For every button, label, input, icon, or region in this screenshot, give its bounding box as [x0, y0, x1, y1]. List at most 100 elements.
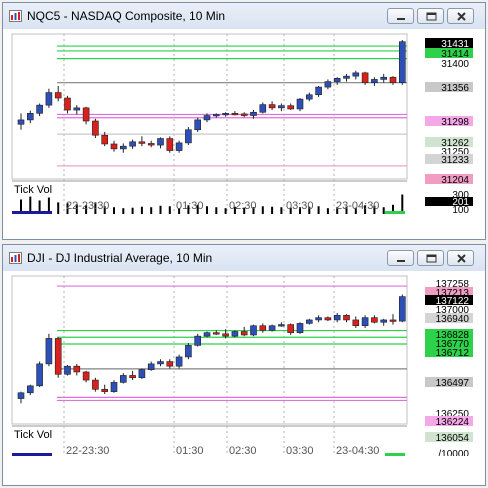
candle-body[interactable]: [120, 375, 127, 383]
candle-body[interactable]: [213, 114, 220, 117]
candle-body[interactable]: [389, 319, 397, 322]
candle-body[interactable]: [73, 365, 81, 373]
candle-body[interactable]: [259, 104, 267, 113]
candle-body[interactable]: [287, 105, 295, 110]
price-chart[interactable]: Tick Vol 22-23:30 01:30 02:30 03:30 23-04:30 1…: [9, 273, 479, 456]
candle-body[interactable]: [361, 317, 369, 327]
candle-body[interactable]: [157, 361, 164, 365]
minimize-button[interactable]: [387, 8, 414, 24]
candle-body[interactable]: [147, 363, 155, 370]
candle-body[interactable]: [26, 113, 34, 121]
candle-body[interactable]: [110, 382, 118, 392]
restore-button[interactable]: [417, 250, 444, 266]
candle-body[interactable]: [54, 338, 62, 375]
candle-body[interactable]: [147, 143, 155, 146]
candle-body[interactable]: [389, 76, 397, 83]
candle-body[interactable]: [333, 78, 341, 82]
candle-body[interactable]: [371, 79, 378, 83]
candle-body[interactable]: [398, 296, 406, 322]
candle-body[interactable]: [138, 141, 146, 144]
candle-body[interactable]: [64, 97, 71, 111]
candle-body[interactable]: [296, 98, 304, 110]
candle-body[interactable]: [73, 107, 81, 111]
candle-body[interactable]: [324, 81, 332, 88]
minimize-button[interactable]: [387, 250, 414, 266]
candle-body[interactable]: [222, 333, 229, 337]
candle-body[interactable]: [259, 325, 267, 331]
candle-body[interactable]: [268, 104, 276, 109]
candle-body[interactable]: [166, 138, 174, 151]
candle-body[interactable]: [287, 324, 295, 333]
candle-body[interactable]: [278, 324, 285, 327]
volume-bar: [131, 207, 134, 214]
candle-body[interactable]: [268, 325, 276, 331]
price-chart[interactable]: Tick Vol 22-23:30 01:30 02:30 03:30 23-04:30 3…: [9, 31, 479, 214]
candle-body[interactable]: [343, 75, 350, 79]
candle-body[interactable]: [45, 338, 53, 365]
candle-body[interactable]: [315, 317, 322, 321]
candle-body[interactable]: [185, 345, 192, 358]
candle-body[interactable]: [92, 379, 99, 390]
candle-body[interactable]: [26, 385, 34, 394]
candle-body[interactable]: [361, 72, 369, 83]
candle-body[interactable]: [194, 119, 201, 131]
candle-body[interactable]: [203, 332, 211, 337]
candle-body[interactable]: [64, 365, 71, 375]
candle-body[interactable]: [278, 105, 285, 109]
restore-button[interactable]: [417, 8, 444, 24]
candle-body[interactable]: [138, 369, 146, 379]
candle-body[interactable]: [92, 120, 99, 136]
candle-body[interactable]: [250, 111, 257, 116]
candle-body[interactable]: [166, 361, 174, 367]
candle-body[interactable]: [194, 335, 201, 346]
volume-axis-label: /10000: [438, 449, 469, 456]
candle-body[interactable]: [352, 72, 360, 77]
candle-body[interactable]: [240, 113, 248, 116]
close-button[interactable]: [447, 250, 474, 266]
candle-body[interactable]: [185, 129, 192, 144]
candle-body[interactable]: [380, 319, 388, 323]
candle-body[interactable]: [157, 138, 164, 146]
candle-body[interactable]: [17, 119, 25, 125]
candle-body[interactable]: [305, 94, 313, 100]
volume-bar: [150, 207, 153, 214]
candle-body[interactable]: [101, 134, 108, 145]
candle-body[interactable]: [231, 331, 239, 337]
candle-body[interactable]: [240, 331, 248, 336]
candle-body[interactable]: [352, 319, 360, 327]
candle-body[interactable]: [333, 315, 341, 321]
candle-body[interactable]: [110, 143, 118, 150]
candle-body[interactable]: [175, 142, 183, 151]
candle-body[interactable]: [250, 325, 257, 336]
candle-body[interactable]: [343, 315, 350, 321]
candle-body[interactable]: [175, 356, 183, 367]
price-axis-label: 31262: [441, 138, 469, 149]
candle-body[interactable]: [398, 41, 406, 83]
window-title: DJI - DJ Industrial Average, 10 Min: [27, 251, 213, 265]
close-button[interactable]: [447, 8, 474, 24]
candle-body[interactable]: [296, 323, 304, 333]
candle-body[interactable]: [36, 104, 43, 114]
candle-body[interactable]: [101, 389, 108, 392]
candle-body[interactable]: [324, 317, 332, 321]
candle-body[interactable]: [129, 141, 136, 147]
volume-bar: [178, 208, 181, 214]
window-titlebar[interactable]: DJI - DJ Industrial Average, 10 Min: [3, 245, 485, 271]
candle-body[interactable]: [82, 107, 90, 122]
candle-body[interactable]: [54, 92, 62, 99]
candle-body[interactable]: [82, 371, 90, 381]
candle-body[interactable]: [129, 375, 136, 379]
candle-body[interactable]: [231, 113, 239, 116]
candle-body[interactable]: [380, 76, 388, 80]
candle-body[interactable]: [203, 115, 211, 121]
candle-body[interactable]: [213, 332, 220, 335]
candle-body[interactable]: [305, 319, 313, 324]
candle-body[interactable]: [36, 363, 43, 387]
candle-body[interactable]: [17, 392, 25, 399]
candle-body[interactable]: [371, 317, 378, 323]
candle-body[interactable]: [120, 145, 127, 150]
candle-body[interactable]: [222, 113, 229, 116]
candle-body[interactable]: [315, 86, 322, 96]
candle-body[interactable]: [45, 92, 53, 106]
window-titlebar[interactable]: NQC5 - NASDAQ Composite, 10 Min: [3, 3, 485, 29]
